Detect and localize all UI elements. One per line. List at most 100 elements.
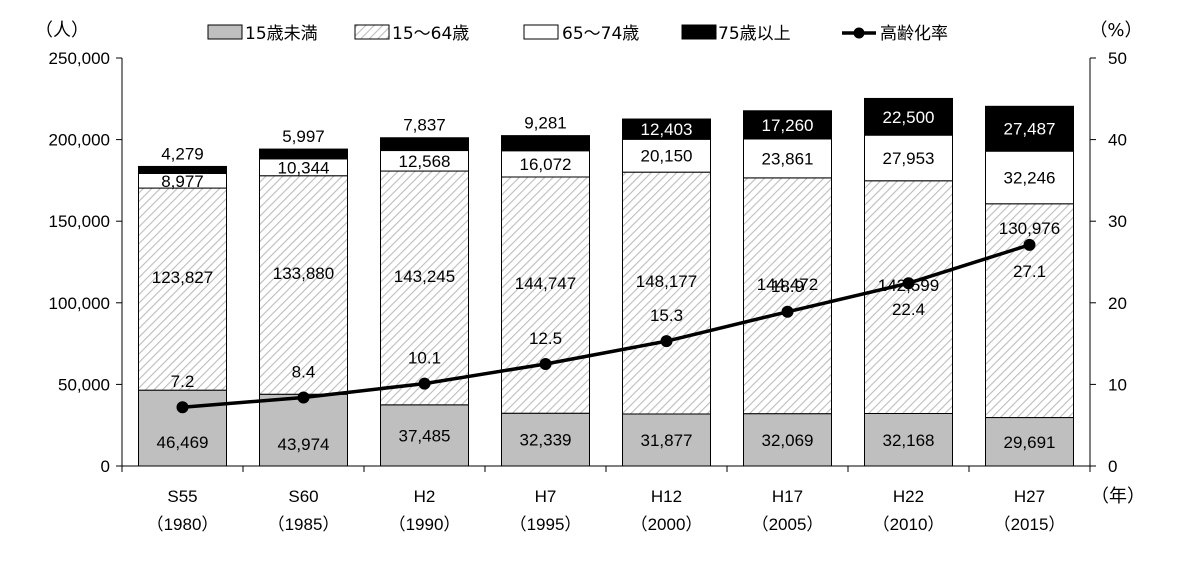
left-axis-unit: （人） <box>35 20 89 41</box>
right-tick-label: 50 <box>1108 49 1127 68</box>
label-75plus: 5,997 <box>282 127 325 146</box>
ratio-label: 27.1 <box>1013 262 1046 281</box>
label-15to64: 144,747 <box>515 274 576 293</box>
x-tick-year-label: （2005） <box>752 515 824 534</box>
label-75plus: 4,279 <box>161 144 204 163</box>
x-tick-year-label: （1985） <box>268 515 340 534</box>
bar-0-H17 <box>743 413 832 467</box>
ratio-line-layer <box>176 238 1036 414</box>
ratio-marker <box>418 377 431 390</box>
legend-swatch-3 <box>681 24 717 40</box>
ratio-label: 18.9 <box>771 277 804 296</box>
legend-label-ratio: 高齢化率 <box>880 24 948 44</box>
data-labels-layer: 46,469 123,827 8,977 4,279 43,974 133,880 10,3… <box>152 108 1060 454</box>
label-65to74: 27,953 <box>883 149 935 168</box>
ratio-marker <box>660 335 673 348</box>
ratio-label: 10.1 <box>408 349 441 368</box>
x-tick-label: H12 <box>651 487 682 506</box>
legend: 15歳未満 15～64歳 65～74歳 75歳以上 高齢化率 <box>207 24 948 44</box>
label-under15: 43,974 <box>278 435 330 454</box>
x-tick-label: H7 <box>535 487 557 506</box>
bar-1-H22 <box>864 180 953 415</box>
bar-2-H27 <box>985 150 1074 205</box>
ratio-label: 8.4 <box>292 362 316 381</box>
bar-1-S60 <box>259 175 348 395</box>
right-tick-label: 10 <box>1108 375 1127 394</box>
bars-layer <box>138 97 1074 467</box>
right-tick-label: 20 <box>1108 294 1127 313</box>
right-axis-unit: （%） <box>1089 20 1142 41</box>
left-tick-label: 200,000 <box>49 131 110 150</box>
label-75plus: 9,281 <box>524 114 567 133</box>
ratio-line <box>182 243 1031 409</box>
bar-2-H17 <box>743 138 832 179</box>
label-under15: 32,168 <box>883 431 935 450</box>
ratio-marker <box>781 305 794 318</box>
x-tick-year-label: （2015） <box>994 515 1066 534</box>
x-tick-label: S55 <box>167 487 197 506</box>
label-15to64: 144,472 <box>757 275 818 294</box>
ratio-marker <box>176 401 189 414</box>
right-tick-label: 30 <box>1108 212 1127 231</box>
x-tick-year-label: （1995） <box>510 515 582 534</box>
label-65to74: 16,072 <box>520 155 572 174</box>
legend-swatch-1 <box>354 24 390 40</box>
bar-1-H2 <box>380 170 469 406</box>
bar-1-H12 <box>622 171 711 415</box>
ratio-label: 22.4 <box>892 300 925 319</box>
ratio-label: 12.5 <box>529 329 562 348</box>
label-under15: 46,469 <box>157 433 209 452</box>
label-75plus: 27,487 <box>1004 120 1056 139</box>
label-75plus: 22,500 <box>883 108 935 127</box>
ratio-marker <box>297 391 310 404</box>
bar-3-S60 <box>259 148 348 160</box>
left-tick-label: 50,000 <box>58 375 110 394</box>
bar-0-H27 <box>985 417 1074 467</box>
x-tick-label: H2 <box>414 487 436 506</box>
right-tick-label: 0 <box>1108 457 1117 476</box>
left-tick-label: 250,000 <box>49 49 110 68</box>
bar-1-S55 <box>138 187 227 391</box>
bar-3-H7 <box>501 135 590 152</box>
bar-3-S55 <box>138 165 227 174</box>
left-tick-label: 0 <box>101 457 110 476</box>
bar-0-H12 <box>622 413 711 467</box>
label-75plus: 12,403 <box>641 120 693 139</box>
x-tick-year-label: （1980） <box>147 515 219 534</box>
bar-3-H12 <box>622 118 711 140</box>
x-tick-label: H22 <box>893 487 924 506</box>
x-tick-label: H27 <box>1014 487 1045 506</box>
ratio-label: 7.2 <box>171 372 195 391</box>
bar-3-H27 <box>985 105 1074 152</box>
label-75plus: 7,837 <box>403 116 446 135</box>
right-tick-label: 40 <box>1108 131 1127 150</box>
label-under15: 32,339 <box>520 431 572 450</box>
label-65to74: 8,977 <box>161 172 204 191</box>
ratio-marker <box>1023 238 1036 251</box>
bar-0-S60 <box>259 393 348 467</box>
label-15to64: 130,976 <box>999 219 1060 238</box>
ratio-marker <box>539 358 552 370</box>
bar-3-H2 <box>380 137 469 152</box>
label-under15: 32,069 <box>762 431 814 450</box>
x-tick-year-label: （2000） <box>631 515 703 534</box>
label-75plus: 17,260 <box>762 116 814 135</box>
legend-label-2: 65～74歳 <box>562 24 639 44</box>
x-tick-year-label: （1990） <box>389 515 461 534</box>
left-tick-label: 150,000 <box>49 212 110 231</box>
bar-0-H7 <box>501 412 590 467</box>
legend-swatch-2 <box>523 24 559 40</box>
ratio-marker <box>902 277 915 290</box>
bar-2-H7 <box>501 150 590 178</box>
label-15to64: 123,827 <box>152 268 213 287</box>
axes-layer: 0 50,000 100,000 150,000 200,000 250,000 0 10 20… <box>35 20 1145 534</box>
label-65to74: 10,344 <box>278 158 330 177</box>
legend-line-marker <box>853 27 865 39</box>
bar-1-H7 <box>501 176 590 414</box>
label-15to64: 133,880 <box>273 264 334 283</box>
ratio-label: 15.3 <box>650 306 683 325</box>
legend-swatch-0 <box>207 24 243 40</box>
label-under15: 29,691 <box>1004 433 1056 452</box>
legend-label-0: 15歳未満 <box>245 24 318 44</box>
